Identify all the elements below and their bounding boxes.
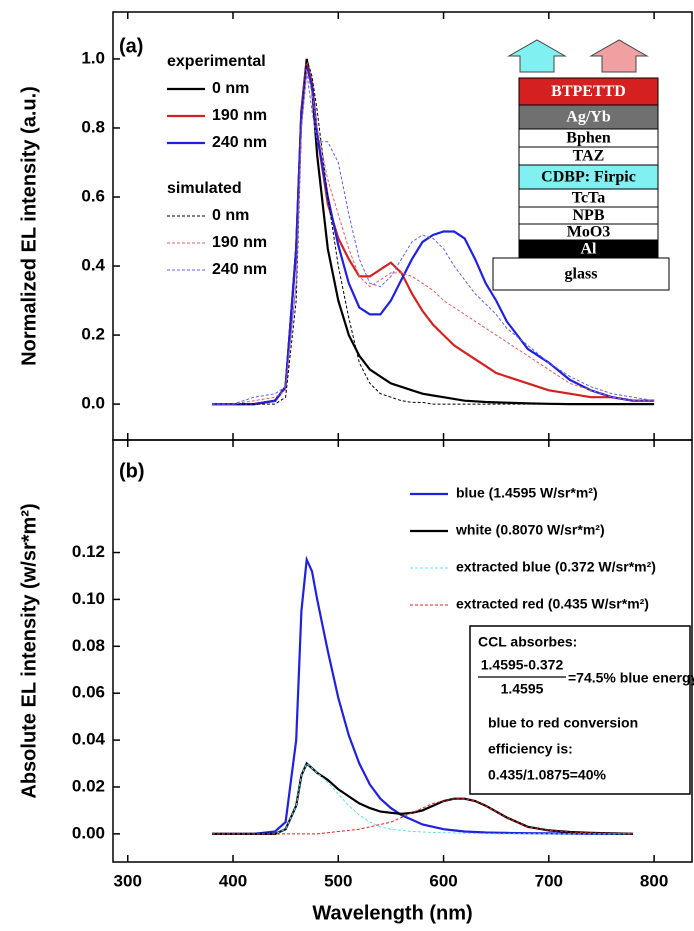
legend-label: 190 nm (212, 107, 267, 124)
x-tick-label: 600 (429, 871, 457, 890)
legend-label: 0 nm (212, 207, 249, 224)
device-layer-label: Bphen (566, 130, 611, 147)
annotation-text: =74.5% blue energy (568, 670, 694, 686)
x-tick-label: 800 (640, 871, 668, 890)
series-line (212, 72, 655, 405)
y-tick-label: 0.2 (81, 325, 105, 344)
inset-arrows (507, 39, 649, 73)
panel-label: (a) (119, 35, 143, 57)
y-axis-label: Normalized EL intensity (a.u.) (18, 86, 40, 366)
device-layer (518, 77, 659, 106)
device-layer-label: CDBP: Firpic (541, 169, 636, 186)
y-tick-label: 1.0 (81, 48, 105, 67)
annotation-text: 1.4595-0.372 (481, 657, 564, 673)
annotation-text: efficiency is: (488, 741, 573, 757)
device-layer-label: TAZ (573, 148, 605, 165)
device-layer-label: NPB (573, 207, 605, 224)
x-tick-label: 700 (535, 871, 563, 890)
series-line (212, 762, 633, 835)
legend-label: white (0.8070 W/sr*m²) (455, 522, 605, 538)
series-line (212, 798, 634, 835)
y-tick-label: 0.6 (81, 186, 105, 205)
y-tick-label: 0.02 (72, 776, 105, 795)
device-layer-label: TcTa (572, 190, 606, 207)
legend-label: extracted red (0.435 W/sr*m²) (456, 596, 649, 612)
device-layer-label: Al (581, 241, 598, 258)
y-tick-label: 0.08 (72, 636, 105, 655)
legend-label: extracted blue (0.372 W/sr*m²) (456, 559, 656, 575)
panel-label: (b) (119, 460, 145, 482)
y-tick-label: 0.0 (81, 394, 105, 413)
x-tick-label: 300 (114, 871, 142, 890)
series-line (212, 555, 633, 835)
legend-label: 190 nm (212, 234, 267, 251)
y-tick-label: 0.8 (81, 117, 105, 136)
x-axis-label: Wavelength (nm) (312, 902, 472, 924)
legend-title: experimental (167, 53, 266, 70)
y-tick-label: 0.06 (72, 683, 105, 702)
blue-arrow (507, 39, 567, 73)
red-arrow (589, 39, 649, 73)
legend-label: 0 nm (212, 80, 249, 97)
series-line (212, 69, 655, 405)
device-layer (492, 257, 670, 291)
x-tick-label: 500 (324, 871, 352, 890)
legend-title: simulated (167, 180, 242, 197)
device-layer-label: MoO3 (567, 224, 611, 241)
y-tick-label: 0.10 (72, 589, 105, 608)
annotation-text: 1.4595 (501, 681, 544, 697)
y-axis-label: Absolute EL intensity (w/sr*m²) (18, 503, 40, 798)
y-tick-label: 0.00 (72, 823, 105, 842)
series-line (212, 65, 655, 406)
device-layer-label: Ag/Yb (566, 109, 611, 126)
plot-frame (112, 439, 693, 863)
annotation-text: CCL absorbes: (478, 634, 577, 650)
y-tick-label: 0.4 (81, 256, 105, 275)
annotation-box (469, 625, 691, 795)
y-tick-label: 0.12 (72, 542, 105, 561)
y-tick-label: 0.04 (72, 730, 106, 749)
x-tick-label: 400 (219, 871, 247, 890)
device-layer (518, 164, 659, 190)
device-layer (518, 104, 659, 130)
legend-label: 240 nm (212, 134, 267, 151)
annotation-text: blue to red conversion (488, 715, 638, 731)
annotation-text: 0.435/1.0875=40% (488, 767, 606, 783)
device-layer-label: BTPETTD (551, 83, 626, 100)
legend-label: 240 nm (212, 261, 267, 278)
legend-label: blue (1.4595 W/sr*m²) (456, 485, 598, 501)
device-layer-label: glass (565, 266, 598, 283)
